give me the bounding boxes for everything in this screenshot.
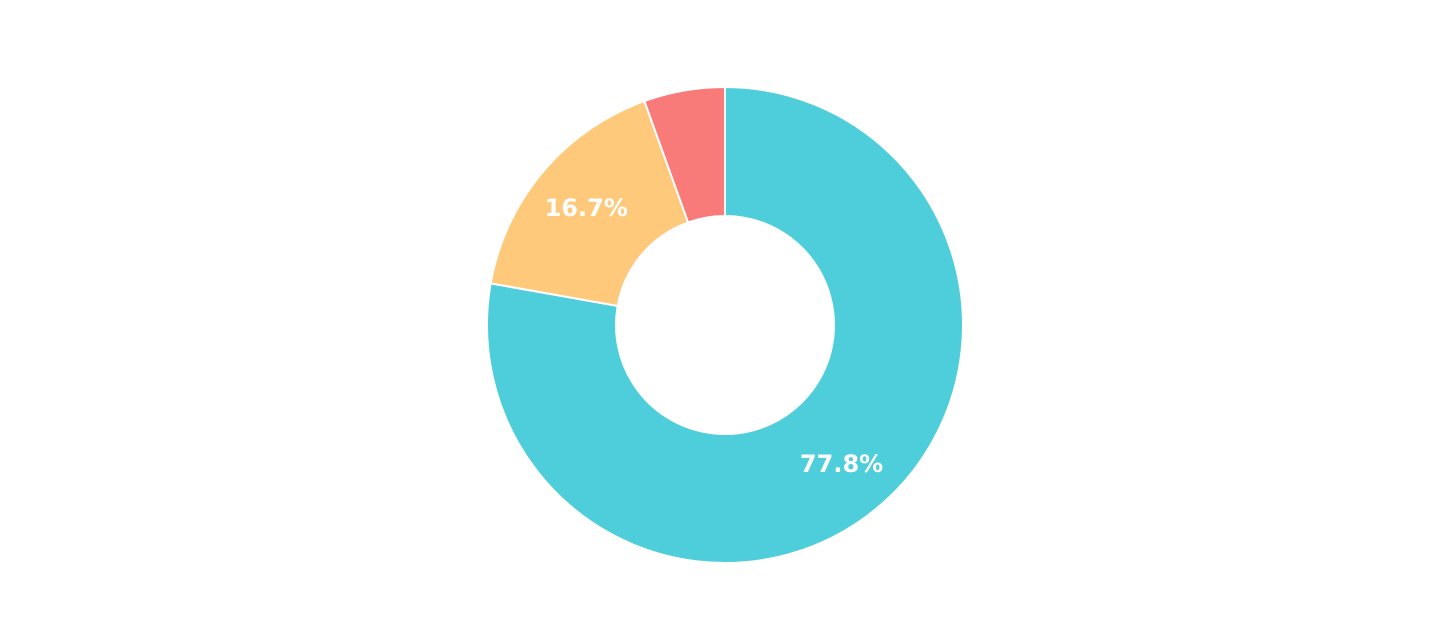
donut-slice[interactable]: [643, 85, 726, 224]
donut-slice[interactable]: [486, 85, 964, 564]
slice-data-label: 77.8%: [800, 450, 883, 478]
slice-data-label: 16.7%: [545, 194, 628, 222]
donut-slice[interactable]: [489, 99, 690, 308]
